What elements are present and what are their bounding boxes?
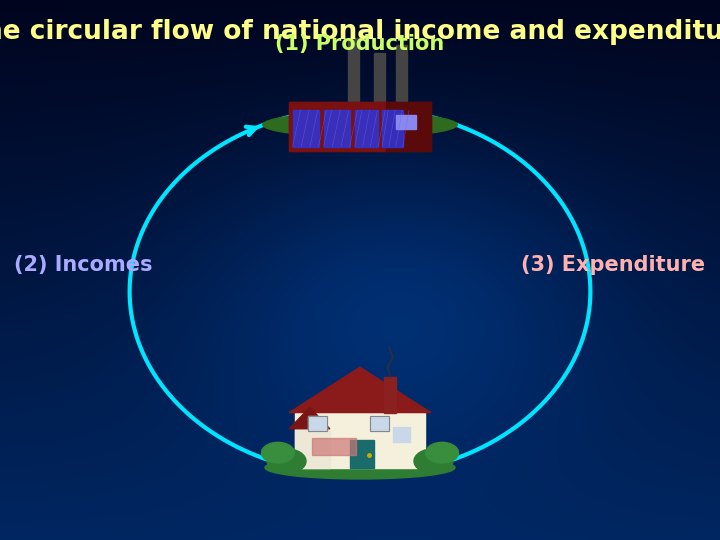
- Text: (1) Production: (1) Production: [275, 34, 445, 54]
- Bar: [384, 377, 396, 413]
- Text: (3) Expenditure: (3) Expenditure: [521, 254, 706, 275]
- Bar: [370, 416, 390, 431]
- Ellipse shape: [414, 449, 453, 474]
- Bar: [295, 413, 425, 468]
- Bar: [348, 38, 359, 102]
- Ellipse shape: [263, 113, 457, 137]
- Bar: [355, 110, 378, 147]
- Polygon shape: [289, 407, 330, 429]
- FancyBboxPatch shape: [289, 102, 431, 151]
- Ellipse shape: [426, 442, 459, 463]
- Ellipse shape: [261, 442, 294, 463]
- Ellipse shape: [265, 456, 455, 479]
- Bar: [312, 438, 356, 455]
- Bar: [386, 102, 431, 151]
- FancyBboxPatch shape: [289, 102, 386, 151]
- Bar: [382, 110, 402, 147]
- Bar: [374, 53, 384, 102]
- Bar: [396, 45, 407, 102]
- Bar: [308, 416, 327, 431]
- Text: The circular flow of national income and expenditure: The circular flow of national income and…: [0, 19, 720, 45]
- Bar: [295, 429, 330, 468]
- Ellipse shape: [267, 449, 306, 474]
- Bar: [292, 110, 318, 147]
- Bar: [324, 110, 350, 147]
- Bar: [308, 416, 327, 431]
- Bar: [370, 416, 390, 431]
- Text: (2) Incomes: (2) Incomes: [14, 254, 153, 275]
- Bar: [393, 428, 410, 442]
- Bar: [396, 115, 415, 129]
- Polygon shape: [289, 367, 431, 413]
- Bar: [350, 441, 374, 468]
